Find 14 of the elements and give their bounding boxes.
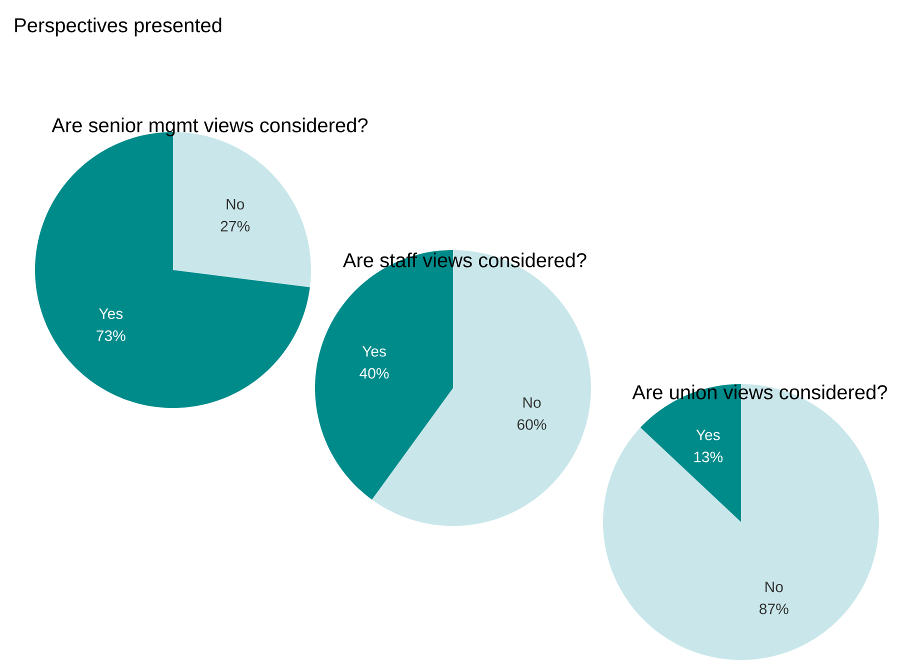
slice-label: Yes <box>362 346 386 357</box>
slice-label: No <box>226 199 244 210</box>
slice-label: Yes <box>98 308 123 319</box>
data-label: 40% <box>360 368 389 379</box>
slice-label: No <box>523 397 541 408</box>
data-label: 60% <box>518 419 546 430</box>
data-label: 87% <box>760 604 788 614</box>
data-label: 13% <box>694 452 723 462</box>
slice-label: No <box>766 582 783 592</box>
data-label: 27% <box>220 220 250 232</box>
data-label: 73% <box>96 330 126 341</box>
chart-title: Perspectives presented <box>15 18 222 36</box>
slice-label: Yes <box>696 430 720 440</box>
chart-subtitle: Are senior mgmt views considered? <box>52 118 368 136</box>
